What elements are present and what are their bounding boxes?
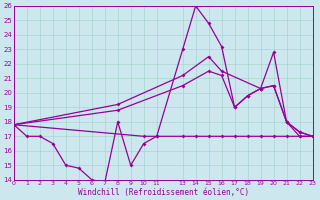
X-axis label: Windchill (Refroidissement éolien,°C): Windchill (Refroidissement éolien,°C)	[78, 188, 249, 197]
